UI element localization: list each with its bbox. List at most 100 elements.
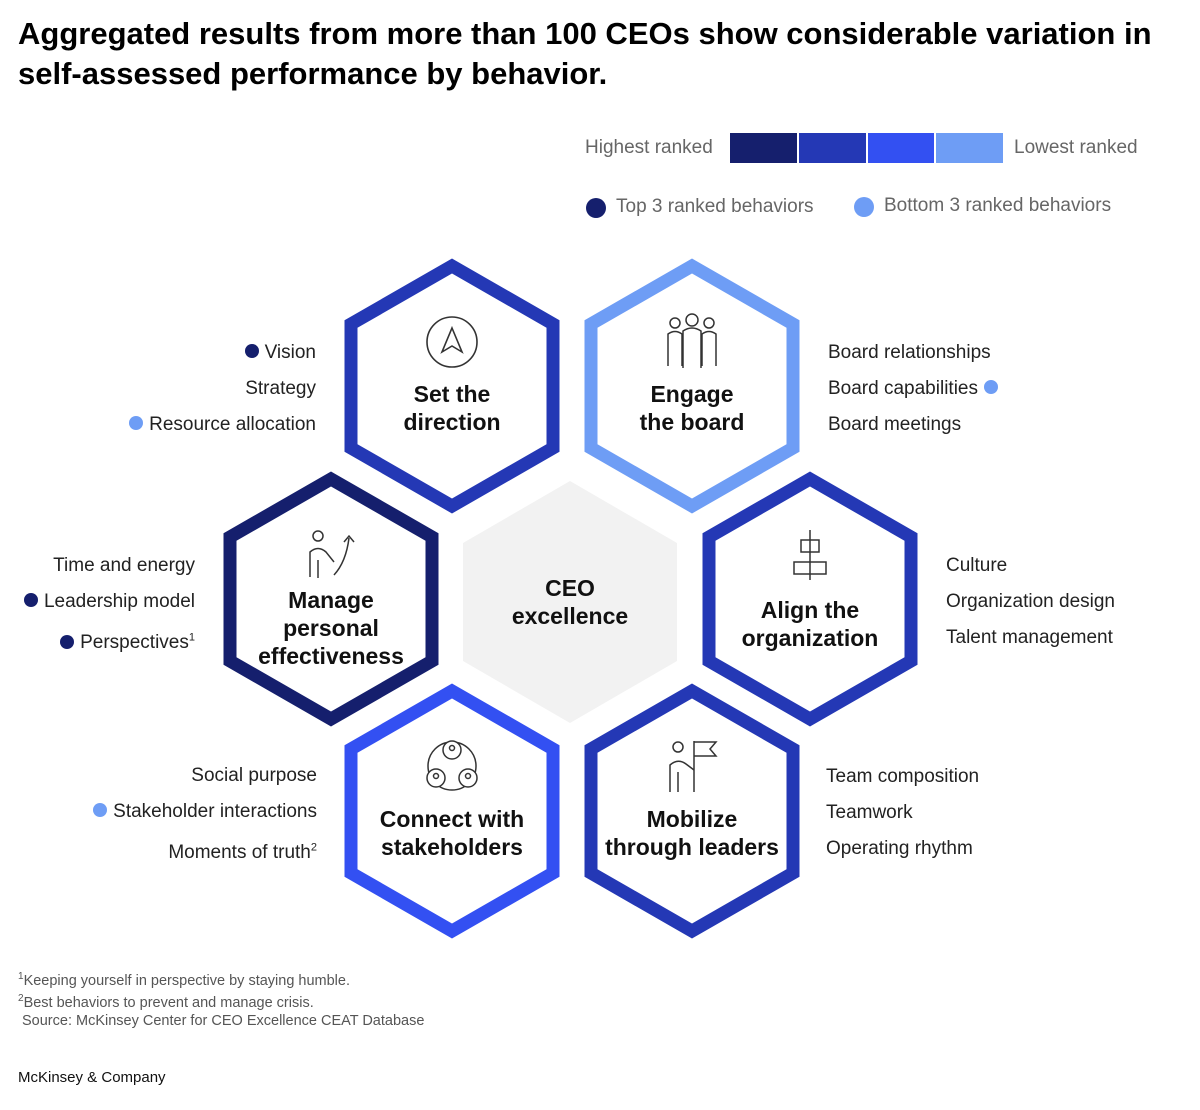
person-growth-icon [309,530,355,578]
footnote-1-mark: 1 [18,971,24,982]
behavior-label: Organization design [946,591,1115,612]
hex-board-title-line1: Engage [650,381,733,407]
hex-organization-title-line2: organization [742,625,879,651]
personal-item-1: Time and energy [18,554,195,590]
leaders-item-3: Operating rhythm [826,837,979,873]
stakeholder-network-icon [426,740,478,791]
hexagon-mobilize-through-leaders [584,683,800,939]
behavior-label: Resource allocation [149,414,316,435]
personal-item-3: Perspectives1 [18,626,195,662]
leaders-items: Team composition Teamwork Operating rhythm [826,765,979,873]
hex-direction-title-line1: Set the [414,381,491,407]
footnotes: 1Keeping yourself in perspective by stay… [18,968,424,1030]
behavior-label: Vision [264,342,316,363]
center-title-line2: excellence [512,603,628,629]
footnote-2-text: Best behaviors to prevent and manage cri… [23,994,314,1011]
board-item-2: Board capabilities [828,377,1004,413]
board-item-3: Board meetings [828,413,1004,449]
compass-arrow-icon [426,316,478,368]
center-hexagon [463,481,677,723]
personal-item-2: Leadership model [18,590,195,626]
hexagon-manage-personal-effectiveness [223,471,439,727]
footnote-2-mark: 2 [18,992,24,1004]
scale-swatch-3 [867,133,935,163]
behavior-label: Culture [946,555,1008,576]
behavior-label: Team composition [826,766,980,787]
stakeholders-item-2: Stakeholder interactions [87,800,317,836]
behavior-label: Leadership model [43,591,195,612]
stakeholders-items: Social purpose Stakeholder interactions Mo… [87,764,317,872]
source-note: Source: McKinsey Center for CEO Excellen… [22,1012,425,1029]
behavior-label: Social purpose [191,765,317,786]
scale-swatch-1 [730,133,797,163]
hex-leaders-title-line2: through leaders [605,834,779,860]
legend-top3-label: Top 3 ranked behaviors [616,196,814,217]
behavior-label: Strategy [245,378,316,399]
footnote-ref: 1 [188,632,195,644]
rank-dot [23,593,38,608]
stakeholders-item-1: Social purpose [87,764,317,800]
behavior-label: Board relationships [828,342,991,363]
rank-dot [93,803,108,818]
direction-items: Vision Strategy Resource allocation [123,341,316,449]
ranking-scale-bar [730,133,1003,163]
behavior-label: Perspectives1 [80,632,195,654]
rank-dot [129,416,144,431]
chart-title: Aggregated results from more than 100 CE… [18,16,1152,91]
people-group-icon [667,313,717,368]
footnote-1-text: Keeping yourself in perspective by stayi… [23,972,350,989]
hex-personal-title-line3: effectiveness [258,643,404,669]
scale-high-label: Highest ranked [585,137,713,158]
board-items: Board relationships Board capabilities Boa… [828,341,1004,449]
direction-item-3: Resource allocation [123,413,316,449]
legend-bottom3-label: Bottom 3 ranked behaviors [884,195,1112,216]
direction-item-1: Vision [123,341,316,377]
leaders-item-1: Team composition [826,765,979,801]
behavior-label: Stakeholder interactions [113,801,317,822]
footnote-2: 2Best behaviors to prevent and manage cr… [18,990,424,1012]
direction-item-2: Strategy [123,377,316,413]
behavior-label: Moments of truth2 [168,842,317,864]
organization-item-1: Culture [946,554,1115,590]
behavior-label: Talent management [946,627,1113,648]
organization-item-2: Organization design [946,590,1115,626]
behavior-label: Teamwork [826,802,913,823]
rank-dot [983,380,998,395]
brand-logo-text: McKinsey & Company [18,1069,166,1086]
hexagon-align-the-organization [702,471,918,727]
org-chart-icon [793,530,827,580]
rank-dot [60,634,75,649]
hex-organization-title-line1: Align the [761,597,859,623]
behavior-label: Operating rhythm [826,838,973,859]
leaders-item-2: Teamwork [826,801,979,837]
hexagon-engage-the-board [584,258,800,514]
scale-swatch-2 [798,133,866,163]
hex-direction-title-line2: direction [403,409,500,435]
behavior-label: Board capabilities [828,378,978,399]
organization-item-3: Talent management [946,626,1115,662]
person-flag-icon [669,741,718,792]
hex-personal-title-line1: Manage [288,587,374,613]
center-title-line1: CEO [545,575,595,601]
footnote-ref: 2 [310,842,317,854]
legend-top3-dot [586,198,606,218]
scale-low-label: Lowest ranked [1014,137,1138,158]
stakeholders-item-3: Moments of truth2 [87,836,317,872]
personal-items: Time and energy Leadership model Perspecti… [18,554,195,662]
legend-bottom3-dot [854,197,874,217]
organization-items: Culture Organization design Talent managem… [946,554,1115,662]
behavior-label: Board meetings [828,414,962,435]
scale-swatch-4 [936,133,1003,163]
footnote-1: 1Keeping yourself in perspective by stay… [18,968,424,990]
board-item-1: Board relationships [828,341,1004,377]
hex-personal-title-line2: personal [283,615,379,641]
hex-stakeholders-title-line2: stakeholders [381,834,523,860]
hexagon-connect-with-stakeholders [344,683,560,939]
hex-stakeholders-title-line1: Connect with [380,806,524,832]
behavior-label: Time and energy [53,555,195,576]
hex-board-title-line2: the board [640,409,745,435]
hexagon-set-the-direction [344,258,560,514]
hex-leaders-title-line1: Mobilize [647,806,738,832]
rank-dot [244,344,259,359]
